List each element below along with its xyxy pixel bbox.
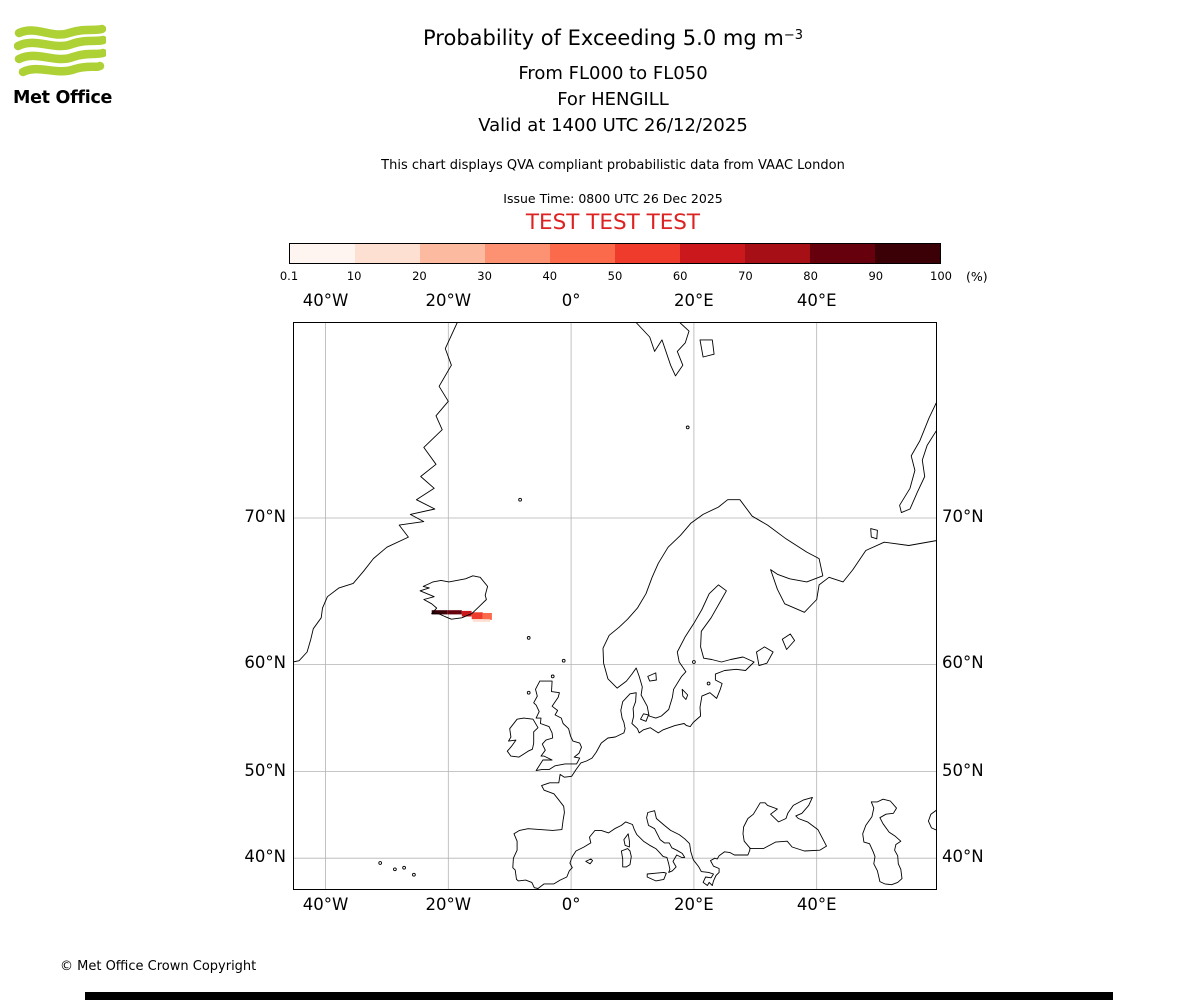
map-canvas bbox=[293, 322, 937, 890]
latitude-label-left: 50°N bbox=[244, 760, 286, 780]
colorbar-segment bbox=[485, 244, 550, 263]
colorbar-segment bbox=[355, 244, 420, 263]
coastline bbox=[756, 646, 774, 667]
coastline bbox=[419, 575, 489, 620]
met-office-logo-text: Met Office bbox=[13, 88, 113, 108]
colorbar-tick-label: 80 bbox=[803, 269, 818, 283]
chart-title-text: Probability of Exceeding 5.0 mg m bbox=[423, 26, 784, 50]
latitude-label-right: 50°N bbox=[942, 760, 984, 780]
valid-time-subtitle: Valid at 1400 UTC 26/12/2025 bbox=[478, 115, 748, 136]
colorbar-segment bbox=[615, 244, 680, 263]
latitude-label-right: 70°N bbox=[942, 507, 984, 526]
colorbar-tick-label: 70 bbox=[738, 269, 753, 283]
longitude-label-bottom: 20°W bbox=[425, 895, 472, 914]
bottom-bar bbox=[85, 992, 1113, 1000]
coastline bbox=[699, 339, 715, 358]
coastline bbox=[870, 528, 878, 540]
coastline bbox=[899, 400, 937, 514]
coastline bbox=[927, 809, 937, 831]
colorbar-tick-label: 30 bbox=[477, 269, 492, 283]
coastline bbox=[506, 717, 539, 758]
small-island-dot bbox=[561, 658, 566, 663]
coastline bbox=[533, 680, 582, 772]
copyright-text: © Met Office Crown Copyright bbox=[60, 959, 257, 974]
latitude-label-left: 70°N bbox=[244, 507, 286, 526]
small-island-dot bbox=[550, 674, 555, 679]
coastline bbox=[293, 322, 458, 663]
chart-title: Probability of Exceeding 5.0 mg m−3 bbox=[13, 26, 1200, 50]
colorbar-segment bbox=[745, 244, 810, 263]
coastline bbox=[623, 833, 630, 848]
flight-level-subtitle: From FL000 to FL050 bbox=[518, 63, 708, 84]
coastline bbox=[742, 796, 827, 852]
small-island-dot bbox=[518, 497, 522, 502]
coastline bbox=[512, 499, 937, 889]
coastline bbox=[620, 848, 632, 868]
latitude-label-left: 60°N bbox=[244, 653, 286, 673]
latitude-label-left: 40°N bbox=[244, 847, 286, 867]
longitude-label-top: 20°E bbox=[674, 291, 714, 310]
qva-compliance-note: This chart displays QVA compliant probab… bbox=[381, 158, 845, 173]
colorbar-tick-label: 50 bbox=[607, 269, 623, 283]
longitude-label-top: 20°W bbox=[425, 291, 472, 310]
ash-probability-cell bbox=[461, 610, 472, 617]
ash-probability-cell bbox=[431, 610, 447, 615]
longitude-label-bottom: 0° bbox=[561, 895, 581, 914]
colorbar-unit-label: (%) bbox=[966, 269, 988, 284]
colorbar-tick-label: 90 bbox=[868, 269, 884, 283]
coastline bbox=[647, 672, 657, 682]
chart-title-superscript: −3 bbox=[783, 28, 803, 43]
latitude-label-right: 60°N bbox=[942, 653, 984, 673]
small-island-dot bbox=[526, 690, 531, 695]
longitude-label-bottom: 40°W bbox=[302, 895, 349, 914]
coastline bbox=[635, 322, 690, 377]
coastline bbox=[585, 858, 594, 865]
longitude-label-bottom: 20°E bbox=[674, 895, 714, 914]
met-office-logo-icon bbox=[14, 24, 106, 77]
coastline bbox=[681, 688, 689, 700]
latitude-label-right: 40°N bbox=[942, 847, 984, 867]
colorbar-segment bbox=[290, 244, 355, 263]
longitude-label-top: 40°E bbox=[796, 291, 837, 310]
map-border bbox=[293, 322, 937, 890]
ash-probability-cell bbox=[471, 612, 483, 620]
colorbar-segment bbox=[810, 244, 875, 263]
small-island-dot bbox=[685, 425, 690, 430]
coastline bbox=[781, 633, 796, 650]
coastline bbox=[862, 798, 903, 886]
longitude-label-top: 0° bbox=[561, 291, 581, 310]
colorbar-segment bbox=[420, 244, 485, 263]
colorbar-segment bbox=[875, 244, 940, 263]
coastline bbox=[646, 871, 667, 882]
colorbar-tick-label: 100 bbox=[930, 269, 952, 283]
ash-probability-cell bbox=[447, 610, 462, 615]
small-island-dot bbox=[526, 636, 531, 640]
colorbar-tick-label: 20 bbox=[412, 269, 427, 283]
colorbar-tick-label: 40 bbox=[542, 269, 558, 283]
longitude-label-top: 40°W bbox=[302, 291, 349, 310]
small-island-dot bbox=[412, 872, 416, 877]
colorbar-segment bbox=[550, 244, 615, 263]
small-island-dot bbox=[692, 660, 696, 664]
test-banner: TEST TEST TEST bbox=[525, 210, 701, 235]
issue-time-label: Issue Time: 0800 UTC 26 Dec 2025 bbox=[503, 191, 723, 206]
ash-probability-cell bbox=[482, 613, 492, 620]
small-island-dot bbox=[706, 681, 711, 686]
probability-colorbar bbox=[289, 243, 941, 264]
small-island-dot bbox=[378, 861, 383, 865]
colorbar-tick-label: 60 bbox=[672, 269, 688, 283]
colorbar-tick-label: 0.1 bbox=[279, 269, 299, 283]
ash-probability-cell bbox=[472, 619, 491, 622]
longitude-label-bottom: 40°E bbox=[796, 895, 837, 914]
volcano-subtitle: For HENGILL bbox=[557, 89, 669, 110]
colorbar-tick-label: 10 bbox=[346, 269, 362, 283]
coastline bbox=[640, 713, 649, 722]
small-island-dot bbox=[393, 867, 397, 872]
small-island-dot bbox=[402, 865, 406, 870]
colorbar-segment bbox=[680, 244, 745, 263]
